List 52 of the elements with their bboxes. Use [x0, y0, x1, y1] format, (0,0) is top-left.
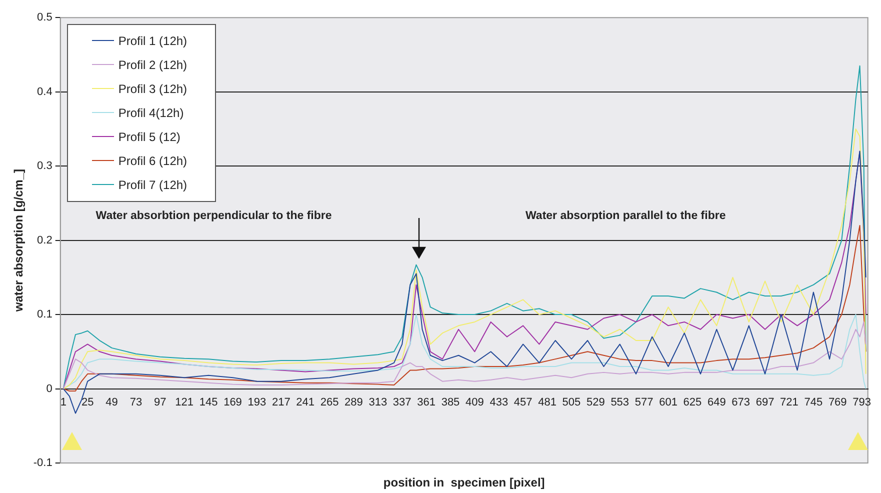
x-axis-title: position in specimen [pixel]: [383, 475, 545, 490]
x-tick-label: 313: [368, 396, 388, 408]
y-tick-label: 0.2: [37, 234, 52, 246]
x-tick-label: 721: [780, 396, 798, 408]
x-tick-label: 73: [130, 396, 142, 408]
x-tick-label: 505: [562, 396, 581, 408]
legend-label: Profil 5 (12): [118, 130, 180, 144]
x-tick-label: 769: [828, 396, 847, 408]
x-tick-label: 385: [441, 396, 460, 408]
legend-label: Profil 7 (12h): [118, 178, 188, 192]
y-tick-label: 0.5: [37, 12, 52, 24]
annotation: Water absorption parallel to the fibre: [525, 210, 726, 222]
y-tick-label: -0.1: [33, 457, 52, 470]
x-tick-label: 289: [344, 396, 363, 408]
x-tick-label: 601: [659, 396, 678, 408]
x-tick-label: 121: [175, 396, 194, 408]
y-axis-title: water absorption [g/cm_]: [12, 168, 26, 313]
x-tick-label: 673: [732, 396, 750, 408]
x-tick-label: 361: [417, 396, 436, 408]
y-tick-label: 0: [46, 382, 52, 395]
x-tick-label: 457: [514, 396, 532, 408]
legend-label: Profil 3 (12h): [118, 82, 188, 96]
x-tick-label: 433: [490, 396, 508, 408]
x-tick-label: 481: [538, 396, 556, 408]
y-tick-label: 0.3: [37, 160, 52, 172]
x-tick-label: 577: [634, 396, 654, 408]
x-tick-label: 169: [224, 396, 242, 408]
legend-label: Profil 4(12h): [118, 106, 184, 120]
x-tick-label: 553: [610, 396, 630, 408]
x-tick-label: 145: [199, 396, 218, 408]
x-tick-label: 649: [707, 396, 726, 408]
x-tick-label: 337: [392, 396, 412, 408]
annotation: Water absorbtion perpendicular to the fibre: [96, 210, 332, 222]
legend-label: Profil 6 (12h): [118, 154, 188, 168]
x-tick-label: 265: [320, 396, 339, 408]
x-tick-label: 193: [248, 396, 266, 408]
x-tick-label: 217: [272, 396, 290, 408]
x-tick-label: 529: [586, 396, 605, 408]
x-tick-label: 409: [466, 396, 484, 408]
x-tick-label: 697: [756, 396, 774, 408]
x-tick-label: 241: [296, 396, 315, 408]
x-tick-label: 97: [154, 396, 166, 408]
x-tick-label: 745: [804, 396, 823, 408]
x-tick-label: 1: [60, 396, 66, 408]
y-tick-label: 0.4: [37, 86, 52, 98]
y-tick-label: 0.1: [37, 308, 52, 321]
x-tick-label: 25: [81, 396, 94, 408]
legend-label: Profil 2 (12h): [118, 58, 188, 72]
x-tick-label: 49: [106, 396, 118, 408]
x-tick-label: 793: [852, 396, 871, 408]
x-tick-label: 625: [683, 396, 702, 408]
legend-label: Profil 1 (12h): [118, 34, 188, 48]
